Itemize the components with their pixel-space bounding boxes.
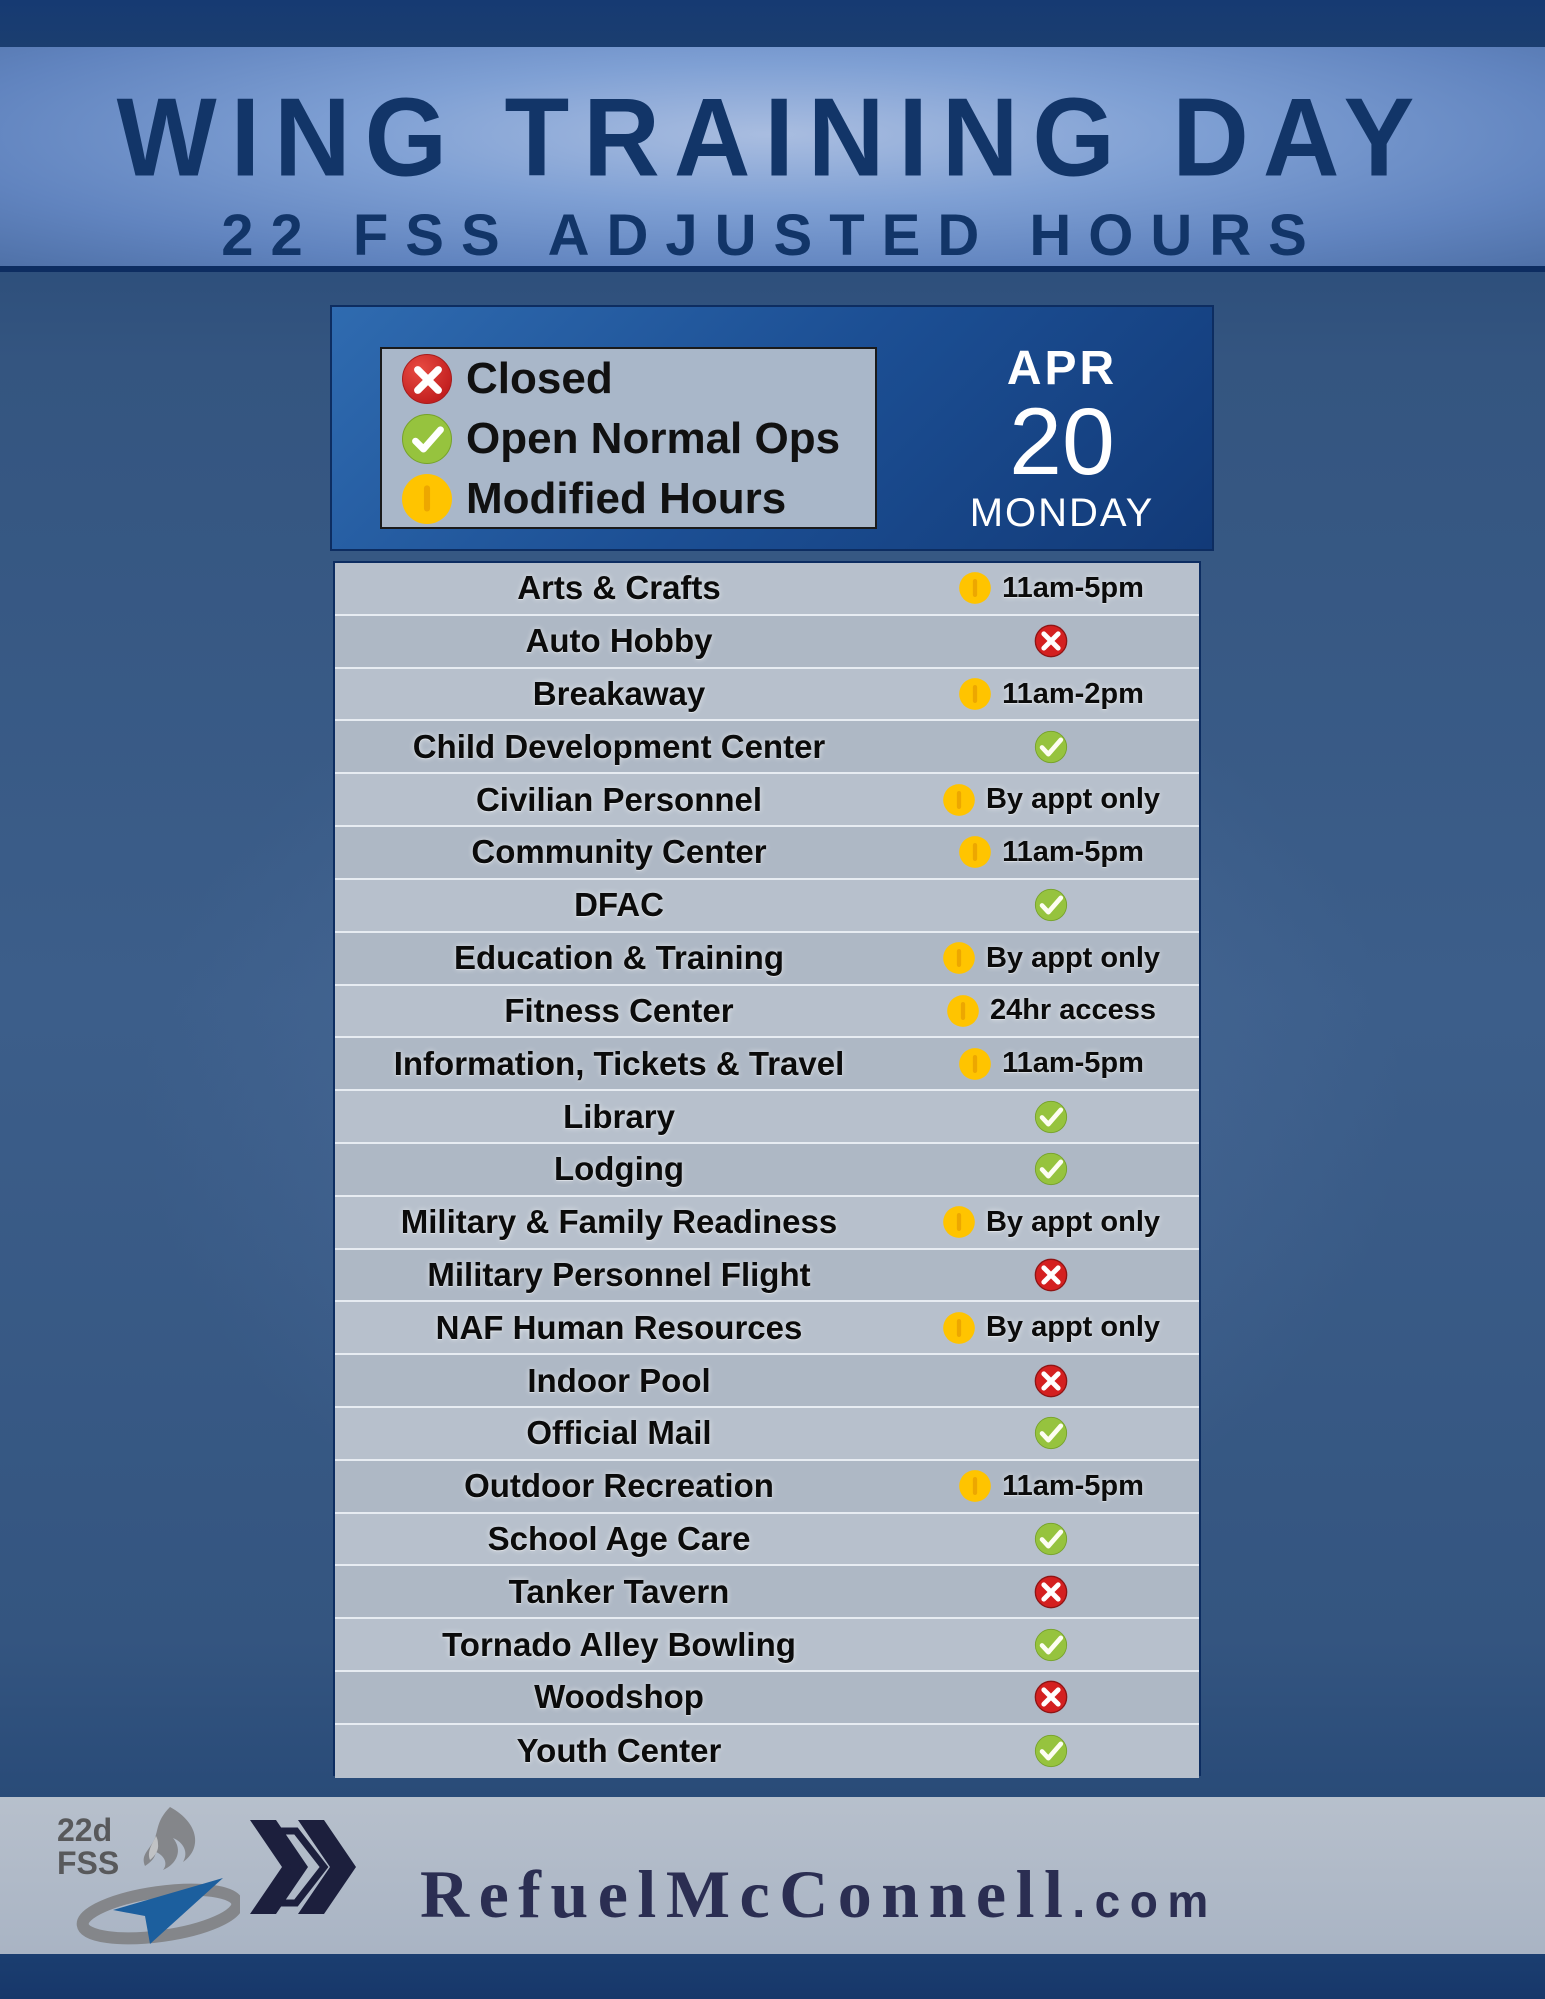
- svg-text:22d: 22d: [57, 1812, 112, 1848]
- svg-text:FSS: FSS: [57, 1845, 119, 1881]
